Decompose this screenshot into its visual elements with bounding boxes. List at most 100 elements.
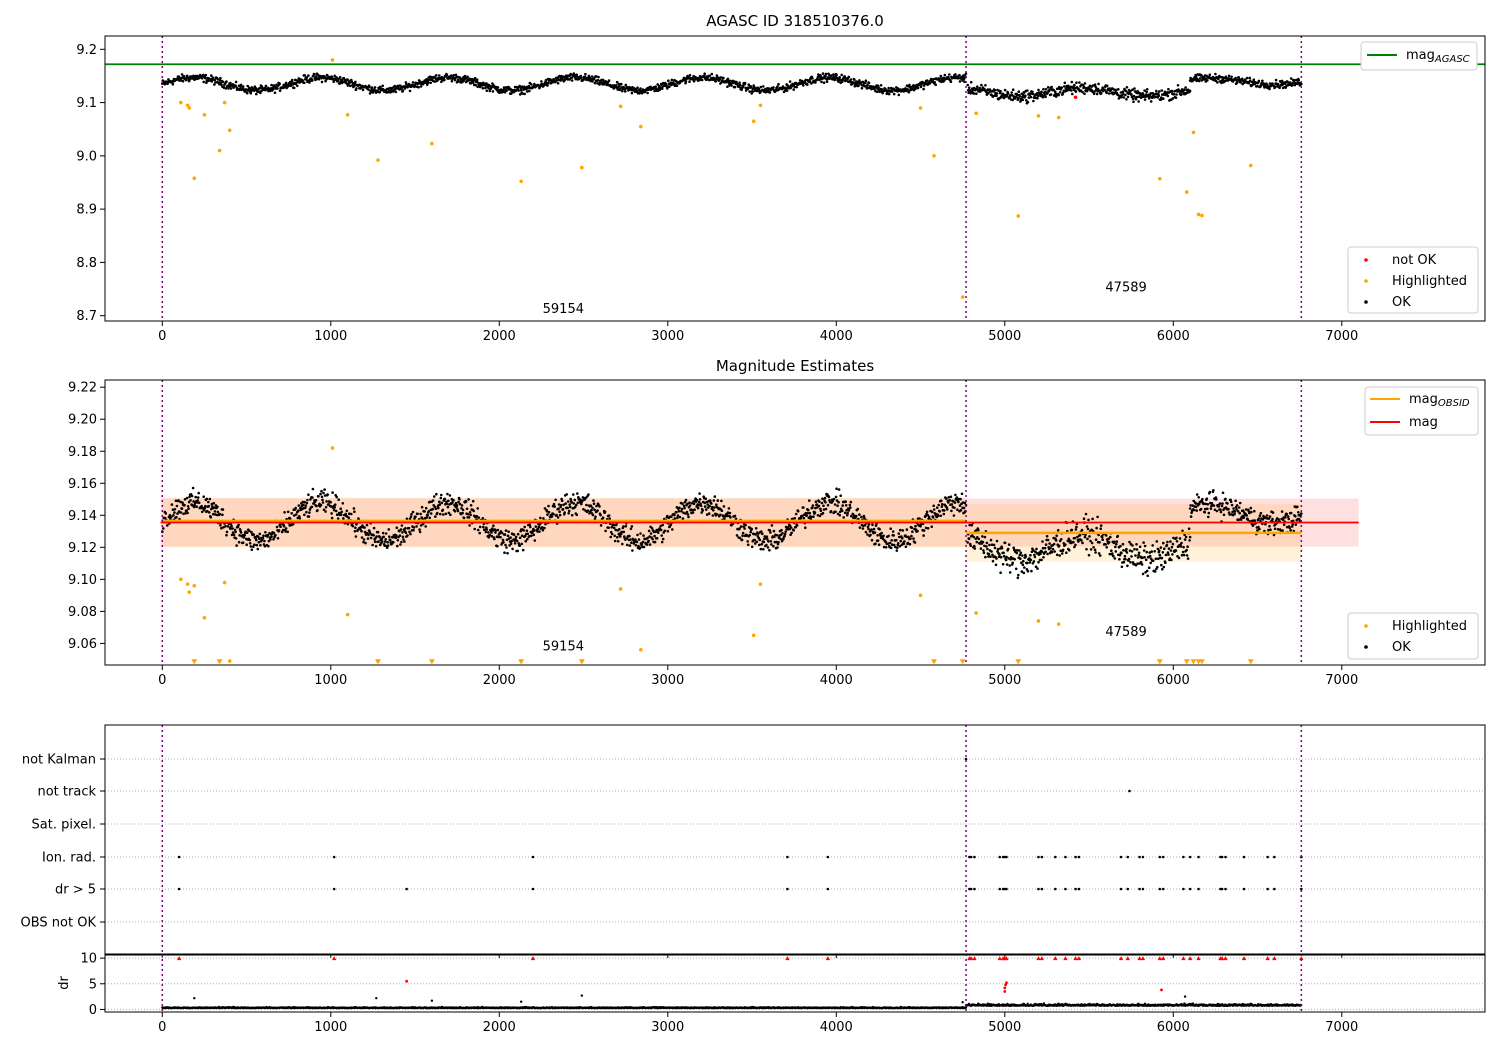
ok-point: [1143, 556, 1146, 559]
ok-point: [344, 512, 348, 516]
ok-point: [346, 522, 350, 526]
ok-point: [1239, 81, 1242, 84]
ok-point: [1075, 525, 1078, 529]
ok-point: [777, 82, 780, 86]
ok-point: [475, 514, 479, 518]
ok-point: [1192, 499, 1195, 503]
ok-point: [876, 539, 880, 542]
ok-point: [834, 510, 837, 514]
ok-point: [1036, 567, 1039, 570]
ok-point: [1015, 549, 1019, 552]
ok-point: [870, 528, 873, 531]
ok-point: [304, 504, 308, 507]
ok-point: [855, 514, 858, 518]
ok-point: [976, 85, 979, 88]
ok-point: [901, 536, 904, 540]
ok-point: [932, 508, 936, 511]
ok-point: [482, 525, 485, 529]
ok-point: [367, 533, 370, 537]
ok-point: [837, 80, 840, 83]
legend2-ok-label: OK: [1392, 640, 1411, 655]
ok-point: [1180, 553, 1184, 557]
ok-point: [981, 535, 984, 538]
ok-point: [692, 502, 696, 506]
panel2-legend-points: Highlighted OK: [1347, 612, 1479, 660]
ok-point: [660, 87, 664, 90]
ok-point: [1070, 89, 1073, 92]
ok-point: [230, 533, 234, 537]
ok-point: [465, 507, 469, 511]
ok-point: [837, 501, 840, 504]
ok-point: [1274, 519, 1278, 522]
ok-point: [682, 504, 686, 508]
ok-point: [607, 514, 611, 517]
ok-point: [537, 525, 541, 528]
ok-point: [382, 535, 386, 539]
ok-point: [824, 72, 828, 76]
ok-point: [949, 80, 953, 84]
ok-point: [794, 512, 798, 516]
ok-point: [1174, 96, 1178, 99]
ok-point: [755, 540, 759, 544]
ok-point: [1114, 550, 1118, 553]
highlighted-point: [618, 587, 623, 591]
ok-point: [1005, 555, 1008, 559]
ok-point: [1049, 546, 1052, 550]
ok-point: [354, 535, 358, 538]
ok-point: [916, 86, 920, 90]
ok-point: [762, 85, 765, 88]
flag-point: [998, 855, 1002, 859]
ok-point: [569, 497, 572, 501]
ok-point: [832, 497, 836, 501]
y-tick-label: 9.10: [68, 573, 97, 588]
ok-point: [867, 527, 870, 531]
below-range-marker: [931, 659, 938, 665]
ok-point: [659, 524, 662, 528]
ok-point: [822, 504, 825, 508]
ok-point: [543, 507, 547, 510]
ok-point: [492, 524, 495, 527]
ok-point: [680, 510, 683, 513]
ok-point: [710, 502, 713, 505]
ok-point: [1025, 568, 1029, 571]
flag-point: [969, 887, 973, 891]
ok-point: [229, 81, 232, 85]
ok-point: [617, 532, 621, 536]
ok-point: [466, 512, 470, 516]
ok-point: [1094, 538, 1098, 541]
ok-point: [616, 540, 620, 543]
ok-point: [975, 92, 978, 95]
ok-point: [970, 523, 974, 527]
ok-point: [738, 83, 742, 87]
ok-point: [988, 88, 992, 91]
ok-point: [1097, 82, 1100, 86]
ok-point: [173, 508, 177, 511]
ok-point: [314, 498, 318, 502]
ok-point: [1184, 535, 1188, 539]
ok-point: [1032, 99, 1035, 103]
ok-point: [435, 492, 438, 496]
ok-point: [835, 73, 838, 77]
ok-point: [1235, 81, 1239, 84]
ok-point: [1117, 88, 1120, 91]
ok-point: [218, 78, 222, 82]
ok-point: [1080, 539, 1083, 542]
ok-point: [259, 543, 262, 547]
ok-point: [963, 501, 967, 505]
ok-point: [985, 545, 988, 548]
ok-point: [930, 510, 934, 514]
ok-point: [849, 500, 853, 504]
ok-point: [360, 529, 363, 533]
flag-label: not Kalman: [22, 753, 96, 768]
ok-point: [1097, 533, 1100, 537]
ok-point: [1130, 93, 1133, 96]
ok-point: [1291, 519, 1295, 523]
ok-point: [458, 502, 462, 506]
ok-point: [702, 74, 706, 78]
ok-point: [319, 503, 323, 507]
ok-point: [177, 75, 181, 79]
ok-point: [1033, 553, 1036, 557]
ok-point: [1011, 88, 1015, 91]
ok-point: [705, 513, 709, 516]
